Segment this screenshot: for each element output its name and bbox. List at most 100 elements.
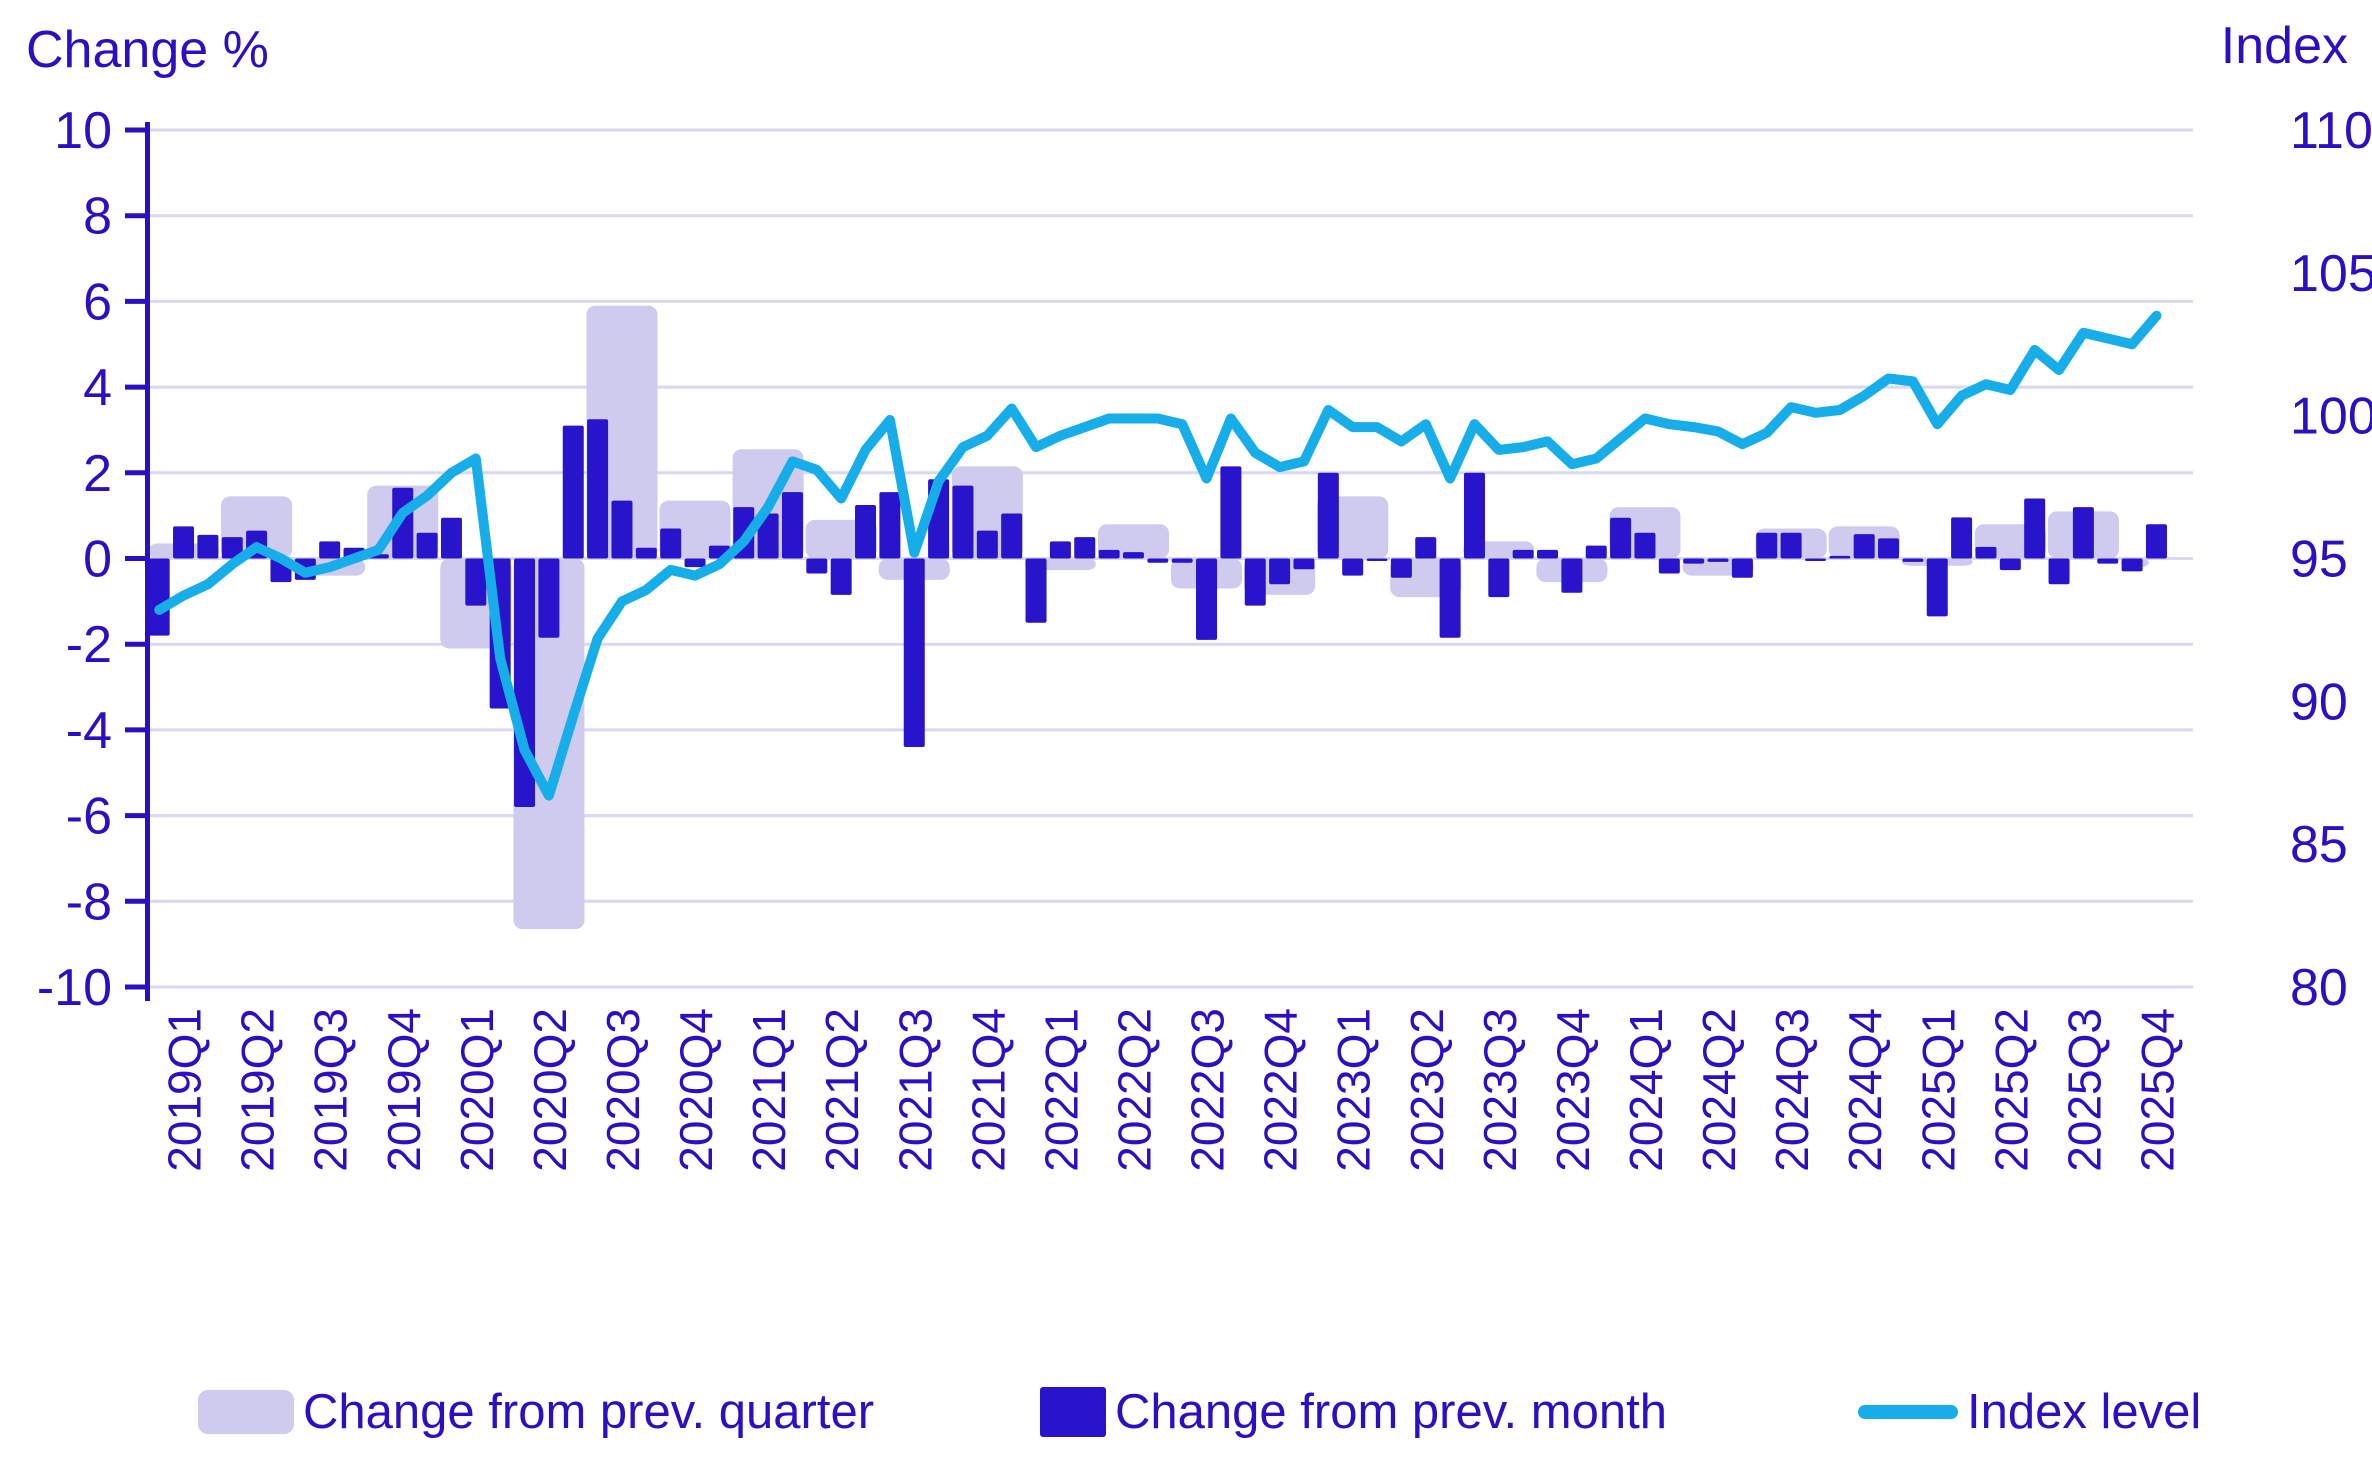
legend-item-quarter: Change from prev. quarter (198, 1380, 874, 1444)
monthly-bar (1658, 558, 1680, 574)
right-axis-title: Index (2220, 17, 2348, 75)
x-axis-tick-label: 2020Q4 (670, 1008, 722, 1172)
x-axis-tick-label: 2022Q4 (1255, 1008, 1307, 1172)
right-axis-tick-label: 110 (2290, 102, 2372, 160)
left-axis-tick-label: 6 (83, 273, 112, 331)
x-axis-tick-label: 2021Q1 (743, 1008, 795, 1172)
left-axis-tick-label: -8 (66, 873, 112, 931)
monthly-bar (1317, 472, 1339, 559)
monthly-bar (684, 558, 706, 568)
x-axis-tick-label: 2025Q2 (1985, 1008, 2037, 1172)
monthly-bar (221, 537, 243, 559)
monthly-bar (1269, 558, 1291, 585)
monthly-bar (1244, 558, 1266, 606)
index-line (154, 310, 2162, 801)
left-axis-tick-label: 10 (54, 102, 112, 160)
x-axis-tick-label: 2019Q4 (378, 1008, 430, 1172)
x-axis-tick-label: 2024Q4 (1839, 1008, 1891, 1172)
monthly-bar (635, 547, 657, 559)
monthly-bar (1171, 558, 1193, 563)
monthly-bar (1561, 558, 1583, 593)
monthly-bar (1585, 545, 1607, 559)
monthly-bar (1512, 549, 1534, 559)
monthly-bar (1926, 558, 1948, 617)
x-axis-tick-label: 2024Q1 (1620, 1008, 1672, 1172)
monthly-bar (465, 558, 487, 606)
right-axis-tick-label: 100 (2290, 388, 2372, 446)
x-axis-tick-label: 2022Q3 (1182, 1008, 1234, 1172)
x-axis-tick-label: 2023Q3 (1474, 1008, 1526, 1172)
monthly-bar (1098, 549, 1120, 559)
monthly-bar (1439, 558, 1461, 638)
left-axis-tick-label: -10 (37, 959, 112, 1017)
x-axis-tick-label: 2021Q2 (816, 1008, 868, 1172)
monthly-bar (173, 526, 195, 559)
right-axis-tick-label: 80 (2290, 959, 2348, 1017)
monthly-bar (440, 517, 462, 559)
monthly-bar (2048, 558, 2070, 585)
monthly-bar (2121, 558, 2143, 572)
left-axis-title: Change % (26, 21, 269, 79)
monthly-bar (757, 513, 779, 559)
left-axis-tick-label: 4 (83, 359, 112, 417)
x-axis-labels: 2019Q1 2019Q2 2019Q3 2019Q4 2020Q1 2020Q2 2020… (159, 1008, 2184, 1172)
left-axis-tick-label: 8 (83, 188, 112, 246)
x-axis-tick-label: 2024Q3 (1766, 1008, 1818, 1172)
x-axis-tick-label: 2024Q2 (1693, 1008, 1745, 1172)
month-bar-swatch-icon (1040, 1387, 1106, 1437)
monthly-bar (2024, 498, 2046, 559)
monthly-bar (1122, 552, 1144, 559)
x-axis-tick-label: 2025Q4 (2131, 1008, 2183, 1172)
monthly-bar (1683, 558, 1705, 564)
quarter-bar-swatch-icon (198, 1390, 294, 1434)
right-axis-labels: 110 105 100 95 90 85 80 (2290, 102, 2372, 1017)
monthly-bar (806, 558, 828, 574)
monthly-bar (1999, 558, 2021, 571)
right-axis-tick-label: 90 (2290, 673, 2348, 731)
monthly-bar (1074, 537, 1096, 559)
monthly-bar (781, 492, 803, 559)
monthly-bar (1001, 513, 1023, 559)
left-axis-tick-label: 2 (83, 445, 112, 503)
monthly-bar (1707, 558, 1729, 562)
monthly-bar (976, 530, 998, 559)
monthly-bar (660, 528, 682, 559)
monthly-bar (1366, 558, 1388, 561)
right-axis-tick-label: 85 (2290, 816, 2348, 874)
monthly-bar (1293, 558, 1315, 570)
monthly-bar (1463, 472, 1485, 559)
monthly-bar (611, 500, 633, 559)
monthly-bar (879, 492, 901, 559)
x-axis-tick-label: 2019Q2 (232, 1008, 284, 1172)
monthly-bar (1415, 537, 1437, 559)
monthly-bar (1220, 466, 1242, 559)
monthly-bar (2097, 558, 2119, 564)
monthly-bar (1756, 532, 1778, 559)
x-axis-tick-label: 2020Q1 (451, 1008, 503, 1172)
monthly-bar (1025, 558, 1047, 623)
monthly-bar (1951, 517, 1973, 559)
y-axis (125, 122, 150, 1001)
x-axis-tick-label: 2025Q1 (1912, 1008, 1964, 1172)
monthly-bar (1878, 538, 1900, 559)
monthly-bar (197, 534, 219, 559)
x-axis-tick-label: 2019Q3 (305, 1008, 357, 1172)
monthly-bar (148, 558, 170, 636)
monthly-bar (1829, 555, 1851, 559)
monthly-bar (587, 419, 609, 559)
legend-label-index: Index level (1967, 1385, 2202, 1439)
x-axis-tick-label: 2023Q1 (1328, 1008, 1380, 1172)
legend-label-quarter: Change from prev. quarter (303, 1385, 875, 1439)
monthly-bar (1634, 532, 1656, 559)
monthly-bar (1902, 558, 1924, 562)
monthly-bar (538, 558, 560, 638)
right-axis-tick-label: 105 (2290, 245, 2372, 303)
x-axis-tick-label: 2023Q4 (1547, 1008, 1599, 1172)
monthly-bar (1610, 517, 1632, 559)
legend-label-month: Change from prev. month (1115, 1385, 1667, 1439)
monthly-bar (1147, 558, 1169, 563)
monthly-bar (2072, 507, 2094, 559)
monthly-bar (416, 532, 438, 559)
